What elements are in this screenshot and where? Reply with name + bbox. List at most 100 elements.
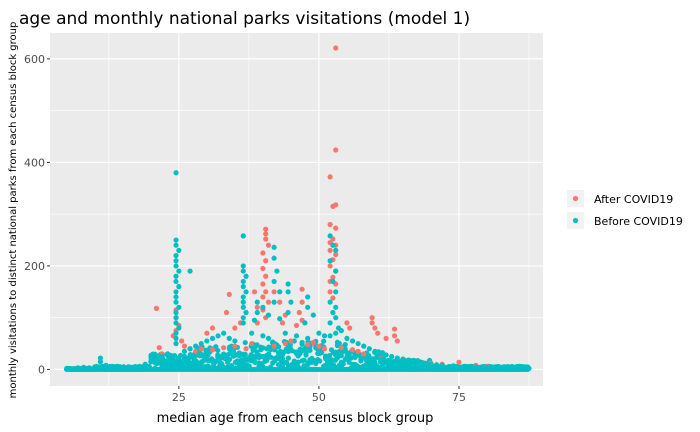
data-point	[271, 255, 277, 261]
data-point-band	[226, 351, 233, 357]
data-point	[366, 346, 372, 352]
data-point-band	[336, 340, 342, 347]
data-point	[243, 309, 249, 316]
data-point	[327, 258, 333, 264]
data-point	[260, 250, 266, 256]
data-point	[153, 305, 160, 311]
data-point	[391, 333, 398, 339]
data-point	[240, 263, 246, 269]
data-point	[232, 343, 238, 349]
data-point-band	[326, 352, 333, 359]
data-point	[240, 278, 246, 285]
data-point-band	[193, 359, 199, 365]
y-tick-label: 600	[24, 53, 45, 66]
data-point	[240, 320, 246, 326]
data-point	[369, 320, 375, 326]
legend-label: After COVID19	[594, 193, 673, 206]
data-point	[333, 315, 339, 321]
data-point	[271, 244, 277, 250]
x-tick-label: 25	[172, 391, 186, 404]
data-point	[333, 247, 339, 253]
data-point	[240, 315, 246, 321]
data-point	[400, 356, 406, 362]
data-point	[293, 333, 300, 339]
data-point	[265, 299, 272, 305]
y-tick-label: 400	[24, 156, 45, 169]
data-points	[64, 45, 532, 373]
data-point	[274, 268, 280, 274]
data-point	[327, 233, 333, 239]
data-point	[316, 343, 322, 349]
data-point-band	[177, 352, 184, 359]
data-point	[338, 328, 344, 334]
data-point-band	[317, 358, 323, 364]
data-point	[204, 330, 210, 336]
data-point	[422, 360, 428, 366]
data-point-band	[213, 358, 219, 364]
data-point-band	[172, 352, 178, 359]
data-point	[349, 338, 356, 344]
data-point	[176, 284, 182, 290]
data-point	[285, 289, 291, 295]
data-point-band	[366, 353, 372, 359]
data-point	[433, 362, 440, 368]
data-point	[260, 265, 266, 272]
data-point	[305, 335, 311, 341]
data-point	[288, 338, 294, 344]
data-point	[254, 309, 260, 316]
data-point-band	[274, 355, 280, 362]
data-point	[265, 335, 272, 341]
data-point-band	[303, 350, 309, 356]
x-axis-title: median age from each census block group	[157, 411, 434, 426]
data-point	[263, 258, 269, 264]
data-point	[355, 340, 361, 347]
data-point	[285, 309, 291, 316]
data-point	[249, 340, 255, 347]
data-point	[495, 364, 501, 370]
data-point	[75, 365, 81, 371]
data-point	[333, 147, 339, 153]
data-point	[176, 268, 182, 274]
data-point	[176, 304, 182, 310]
data-point	[251, 289, 258, 295]
data-point	[338, 345, 344, 351]
data-point	[240, 304, 246, 310]
data-point	[265, 242, 272, 248]
plot-panel	[50, 33, 543, 386]
data-point	[204, 338, 210, 344]
y-axis-ticks: 0 200 400 600	[24, 53, 50, 376]
data-point	[473, 364, 479, 370]
data-point	[263, 273, 269, 279]
y-tick-label: 0	[38, 363, 45, 376]
data-point	[173, 335, 179, 341]
data-point	[347, 325, 353, 331]
data-point	[321, 346, 328, 352]
data-point	[461, 363, 468, 369]
data-point	[249, 330, 255, 336]
legend-swatch	[572, 195, 579, 202]
data-point-band	[285, 355, 291, 361]
data-point	[215, 333, 221, 339]
data-point	[450, 363, 456, 369]
data-point	[372, 348, 378, 354]
data-point	[240, 284, 246, 290]
data-point	[484, 364, 490, 370]
data-point	[240, 268, 246, 274]
data-point-band	[295, 359, 301, 365]
data-point	[327, 247, 333, 253]
data-point	[173, 299, 179, 305]
data-point	[81, 364, 87, 370]
data-point-band	[342, 342, 348, 348]
data-point-band	[260, 345, 266, 351]
data-point	[114, 363, 120, 369]
data-point	[173, 242, 179, 248]
data-point	[293, 322, 300, 329]
data-point-band	[321, 338, 327, 344]
data-point	[302, 320, 308, 326]
data-point	[316, 330, 322, 336]
data-point-band	[268, 354, 274, 360]
data-point	[173, 273, 179, 279]
data-point	[271, 289, 277, 295]
data-point	[187, 268, 193, 274]
